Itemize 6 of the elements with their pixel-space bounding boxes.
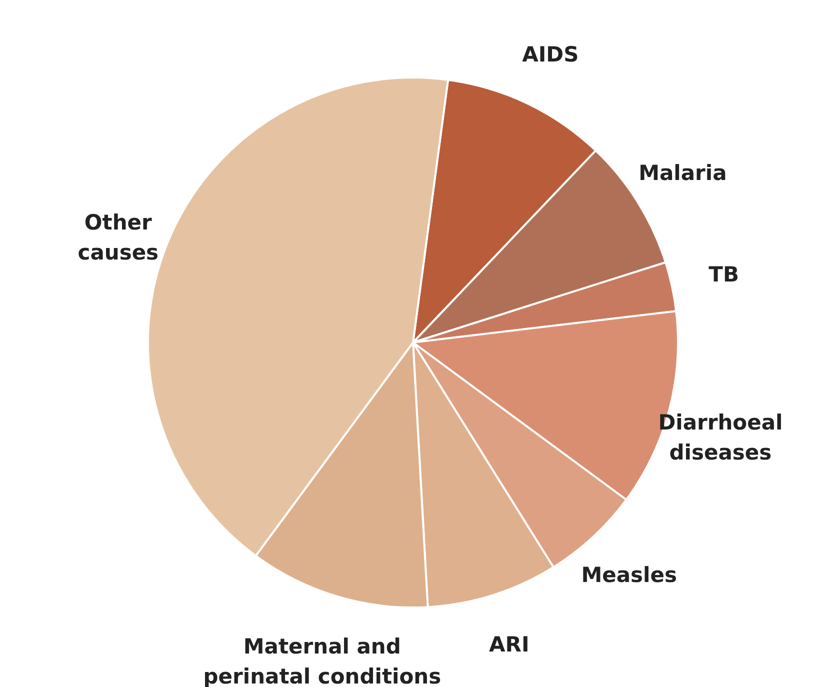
slice-label: AIDS xyxy=(522,42,579,67)
slice-label: Other causes xyxy=(78,210,159,264)
slice-label: TB xyxy=(708,262,739,286)
slice-label: Malaria xyxy=(638,160,727,185)
slice-label: ARI xyxy=(489,632,530,657)
slice-label: Measles xyxy=(581,562,677,587)
